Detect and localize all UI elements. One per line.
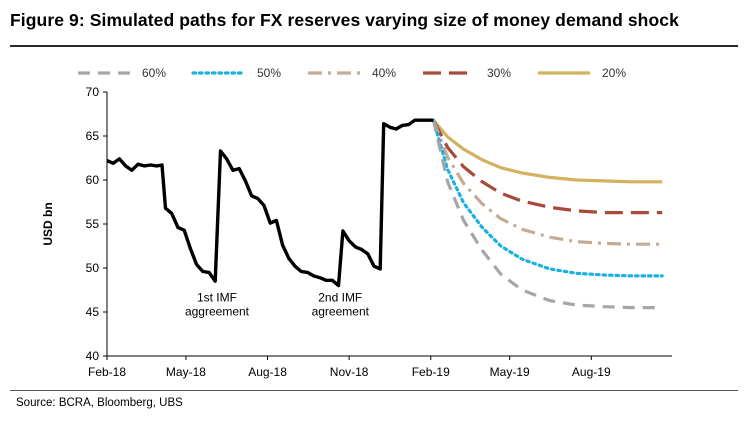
source-divider <box>10 390 738 391</box>
legend-label: 60% <box>142 66 166 80</box>
x-axis: Feb-18 May-18 Aug-18 Nov-18 Feb-19 May-19 Aug-… <box>88 355 672 379</box>
series-line-60 <box>431 119 663 310</box>
chart-legend: 60% 50% 40% 30% 20% <box>78 66 626 80</box>
legend-label: 30% <box>487 66 511 80</box>
legend-item-60: 60% <box>78 66 166 80</box>
legend-item-50: 50% <box>191 66 281 80</box>
legend-label: 40% <box>372 66 396 80</box>
title-divider <box>10 45 738 47</box>
y-tick-label: 65 <box>86 129 100 143</box>
y-tick-label: 55 <box>86 217 100 231</box>
legend-label: 20% <box>602 66 626 80</box>
y-axis-label: USD bn <box>41 202 55 245</box>
x-tick-label: May-18 <box>166 365 206 379</box>
annotation-label: 2nd IMF <box>318 290 362 304</box>
y-axis: 40 45 50 55 60 65 70 USD bn <box>41 85 108 363</box>
chart-lines <box>106 118 664 310</box>
x-tick-label: May-19 <box>490 365 530 379</box>
x-tick-label: Nov-18 <box>330 365 369 379</box>
historical-reserves-line <box>106 118 434 288</box>
series-line-20 <box>432 119 663 184</box>
legend-item-20: 20% <box>538 66 626 80</box>
y-tick-label: 70 <box>86 85 100 99</box>
y-tick-label: 40 <box>86 349 100 363</box>
x-tick-label: Aug-19 <box>572 365 611 379</box>
annotation-label: aggreement <box>185 304 250 318</box>
y-tick-label: 50 <box>86 261 100 275</box>
series-line-30 <box>431 119 663 215</box>
legend-item-40: 40% <box>308 66 396 80</box>
y-tick-label: 60 <box>86 173 100 187</box>
x-tick-label: Aug-18 <box>248 365 287 379</box>
series-line-40 <box>431 119 663 246</box>
series-line-50 <box>431 118 664 278</box>
annotation-label: agreement <box>312 304 370 318</box>
legend-label: 50% <box>257 66 281 80</box>
annotation-label: 1st IMF <box>197 290 237 304</box>
chart-title: Figure 9: Simulated paths for FX reserve… <box>10 10 679 30</box>
y-tick-label: 45 <box>86 305 100 319</box>
x-tick-label: Feb-19 <box>412 365 450 379</box>
source-note: Source: BCRA, Bloomberg, UBS <box>16 397 183 409</box>
x-tick-label: Feb-18 <box>88 365 126 379</box>
legend-item-30: 30% <box>423 66 511 80</box>
